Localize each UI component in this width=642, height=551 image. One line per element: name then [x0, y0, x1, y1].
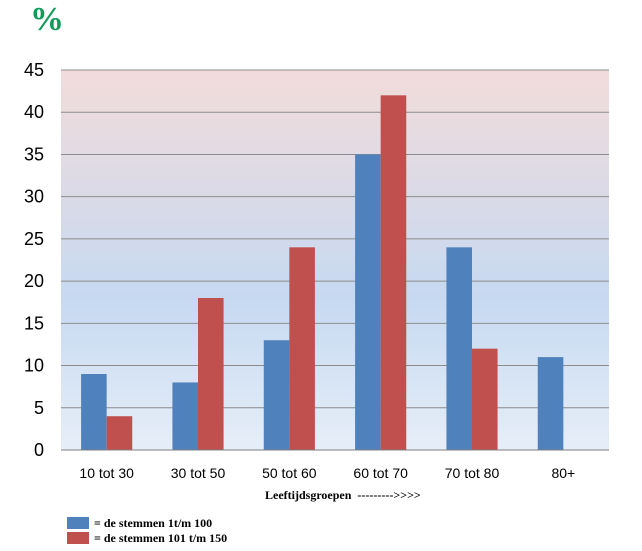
bar-series2-2: [289, 247, 315, 450]
bar-series2-1: [198, 298, 224, 450]
y-tick-label: 10: [24, 356, 44, 376]
gridlines: [61, 69, 609, 409]
bar-series1-2: [263, 340, 290, 450]
bar-series1-5: [537, 357, 564, 450]
x-tick-label: 70 tot 80: [445, 465, 500, 481]
legend-swatch-1: [67, 517, 89, 529]
y-tick-label: 45: [24, 60, 44, 80]
x-axis-label: Leeftijdsgroepen --------->>>>: [265, 488, 421, 502]
y-tick-label: 0: [34, 440, 44, 460]
legend: = de stemmen 1t/m 100= de stemmen 101 t/…: [67, 516, 227, 545]
plot-area: [61, 70, 609, 450]
bar-series1-1: [172, 382, 198, 450]
y-tick-label: 20: [24, 271, 44, 291]
y-unit-symbol: %: [30, 1, 64, 38]
y-tick-label: 30: [24, 187, 44, 207]
bar-series2-3: [380, 95, 407, 450]
y-tick-label: 40: [24, 102, 44, 122]
x-tick-label: 60 tot 70: [353, 465, 408, 481]
bar-series2-0: [106, 416, 133, 450]
bar-series1-4: [446, 247, 472, 450]
legend-label-1: = de stemmen 1t/m 100: [94, 516, 212, 530]
x-tick-label: 30 tot 50: [171, 465, 226, 481]
x-tick-label: 80+: [551, 465, 575, 481]
x-tick-label: 50 tot 60: [262, 465, 317, 481]
x-tick-label: 10 tot 30: [79, 465, 134, 481]
bars: [81, 95, 564, 450]
bar-series2-4: [472, 348, 498, 450]
y-tick-label: 25: [24, 229, 44, 249]
y-tick-label: 35: [24, 144, 44, 164]
legend-swatch-2: [67, 532, 89, 544]
legend-label-2: = de stemmen 101 t/m 150: [94, 531, 227, 545]
y-axis-ticks: 0 5 10 15 20 25 30 35 40 45: [24, 60, 44, 460]
bar-series1-0: [81, 374, 107, 450]
bar-series1-3: [355, 154, 381, 450]
y-tick-label: 5: [34, 398, 44, 418]
y-tick-label: 15: [24, 313, 44, 333]
x-axis-categories: 10 tot 30 30 tot 50 50 tot 60 60 tot 70 70 t…: [79, 465, 575, 481]
